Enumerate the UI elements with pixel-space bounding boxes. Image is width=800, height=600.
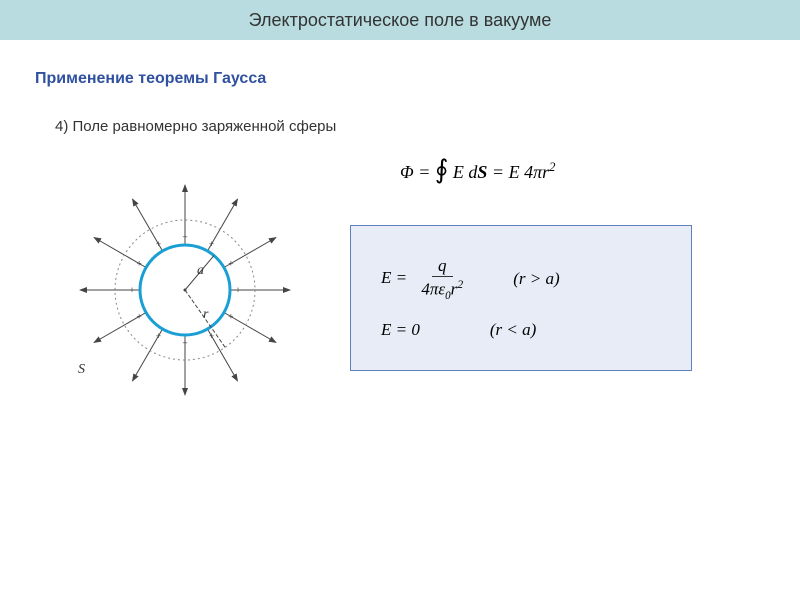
svg-text:a: a [197,263,204,278]
rhs-e: E [509,162,520,182]
flux-symbol: Φ [400,162,414,182]
svg-text:+: + [156,331,161,341]
formula-line-2: E = 0 (r < a) [381,320,661,340]
formula-box: E = q 4πε0r2 (r > a) E = 0 [350,225,692,371]
title-bar: Электростатическое поле в вакууме [0,0,800,40]
f2-eq: = [396,320,412,339]
equals: = [418,162,435,182]
formula-line-1: E = q 4πε0r2 (r > a) [381,256,661,302]
svg-text:+: + [235,285,240,295]
formula-2-main: E = 0 [381,320,420,340]
f1-num: q [432,256,453,277]
svg-text:+: + [136,259,141,269]
svg-text:+: + [182,232,187,242]
section-label: 4) Поле равномерно заряженной сферы [55,118,800,135]
f2-condition: (r < a) [490,320,536,340]
f2-rhs: 0 [411,320,420,339]
svg-text:+: + [228,312,233,322]
svg-text:+: + [228,259,233,269]
svg-text:S: S [78,362,85,377]
integral-sign: ∮ [435,155,449,184]
svg-text:+: + [209,331,214,341]
sphere-diagram: + + + + + + + + + + + + a r S [60,165,310,420]
subtitle: Применение теоремы Гаусса [35,70,800,88]
equations-area: Φ = ∮ E dS = E 4πr2 E = q 4πε0r2 [350,155,750,420]
svg-text:+: + [136,312,141,322]
page-title: Электростатическое поле в вакууме [249,10,552,31]
f1-condition: (r > a) [513,269,559,289]
svg-text:+: + [156,239,161,249]
formula-1-main: E = q 4πε0r2 [381,256,473,302]
svg-text:r: r [203,307,209,322]
rhs-4pir: 4πr [524,162,549,182]
f1-fraction: q 4πε0r2 [415,256,469,302]
rhs-exp: 2 [549,160,555,174]
f1-lhs: E [381,268,391,287]
flux-equation: Φ = ∮ E dS = E 4πr2 [400,155,750,185]
integrand-e: E [453,162,464,182]
f1-den: 4πε0r2 [415,277,469,302]
f1-den-1: 4πε [421,280,445,299]
svg-text:+: + [129,285,134,295]
equals2: = [492,162,509,182]
svg-text:+: + [182,338,187,348]
field-diagram-svg: + + + + + + + + + + + + a r S [60,165,310,415]
svg-text:+: + [209,239,214,249]
integrand-ds: dS [468,162,487,182]
f1-den-exp: 2 [457,277,463,291]
f2-lhs: E [381,320,391,339]
f1-eq: = [396,268,412,287]
content-area: ++++++++++++arS Φ = ∮ E dS = E 4πr2 E = … [0,135,800,440]
